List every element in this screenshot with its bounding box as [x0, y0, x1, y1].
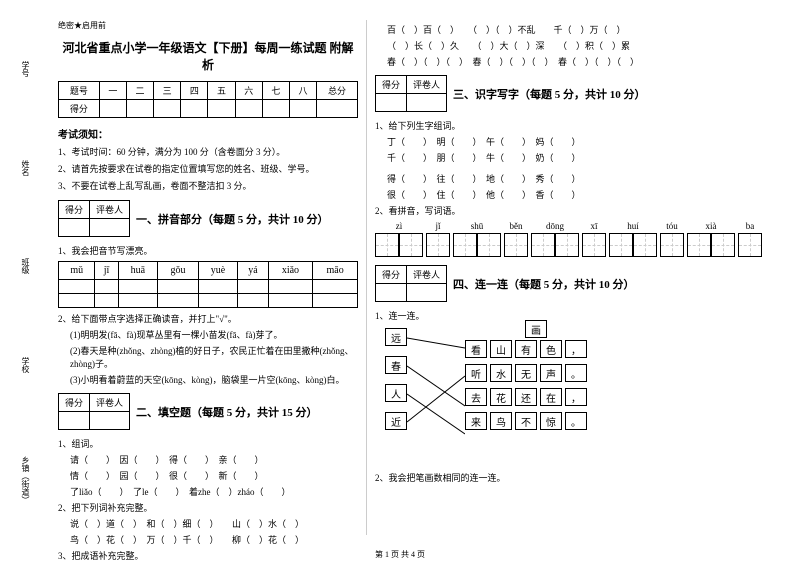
- question-text: 1、我会把音节写漂亮。: [58, 244, 358, 257]
- exam-title: 河北省重点小学一年级语文【下册】每周一练试题 附解析: [58, 39, 358, 73]
- fill-line: 请（ ） 因（ ） 得（ ） 亲（ ）: [58, 453, 358, 466]
- sub-question: (1)明明发(fā、fà)现草丛里有一棵小苗发(fā、fà)芽了。: [58, 328, 358, 341]
- scorer-table: 得分评卷人: [375, 75, 447, 112]
- th: 二: [126, 82, 153, 100]
- binding-sidebar: 学号 姓名 班级 学校 乡镇（街道）: [8, 20, 43, 545]
- fill-line: 很（ ） 住（ ） 他（ ） 香（ ）: [375, 188, 762, 201]
- th: 题号: [59, 82, 100, 100]
- fill-line: （ ）长（ ）久 （ ）大（ ）深 （ ）积（ ）累: [375, 39, 762, 52]
- scorer-table: 得分评卷人: [58, 393, 130, 430]
- center-label: 画: [525, 320, 547, 338]
- th: 五: [208, 82, 235, 100]
- notice-item: 1、考试时间：60 分钟，满分为 100 分（含卷面分 3 分）。: [58, 145, 358, 158]
- sub-question: (2)春天是种(zhǒng、zhòng)植的好日子，农民正忙着在田里撒种(zhǒ…: [58, 344, 358, 370]
- sidebar-label: 乡镇（街道）: [20, 456, 31, 504]
- question-text: 2、看拼音，写词语。: [375, 204, 762, 217]
- right-column: 百（ ）百（ ） （ ）（ ）不乱 千（ ）万（ ） （ ）长（ ）久 （ ）大…: [366, 20, 770, 535]
- match-left: 近: [385, 412, 407, 430]
- sidebar-label: 班级: [20, 258, 31, 274]
- th: 八: [289, 82, 316, 100]
- left-column: 绝密★启用前 河北省重点小学一年级语文【下册】每周一练试题 附解析 题号 一 二…: [50, 20, 366, 535]
- notice-item: 3、不要在试卷上乱写乱画，卷面不整洁扣 3 分。: [58, 179, 358, 192]
- connection-lines-icon: [407, 328, 465, 468]
- pinyin-table: mǔ jī huā gǒu yuè yá xiǎo māo: [58, 261, 358, 308]
- question-text: 1、组词。: [58, 437, 358, 450]
- fill-line: 千（ ） 朋（ ） 牛（ ） 奶（ ）: [375, 151, 762, 164]
- sidebar-label: 学校: [20, 357, 31, 373]
- section-2-title: 二、填空题（每题 5 分，共计 15 分）: [136, 404, 318, 420]
- section-4-title: 四、连一连（每题 5 分，共计 10 分）: [453, 276, 635, 292]
- score-summary-table: 题号 一 二 三 四 五 六 七 八 总分 得分: [58, 81, 358, 118]
- question-text: 1、给下列生字组词。: [375, 119, 762, 132]
- question-text: 2、我会把笔画数相同的连一连。: [375, 471, 762, 484]
- fill-line: 了liǎo（ ） 了le（ ） 着zhe（ ）zháo（ ）: [58, 485, 358, 498]
- fill-line: 百（ ）百（ ） （ ）（ ）不乱 千（ ）万（ ）: [375, 23, 762, 36]
- notice-item: 2、请首先按要求在试卷的指定位置填写您的姓名、班级、学号。: [58, 162, 358, 175]
- fill-line: 春（ ）（ ）（ ） 春（ ）（ ）（ ） 春（ ）（ ）（ ）: [375, 55, 762, 68]
- fill-line: 情（ ） 园（ ） 很（ ） 新（ ）: [58, 469, 358, 482]
- th: 一: [99, 82, 126, 100]
- section-1-title: 一、拼音部分（每题 5 分，共计 10 分）: [136, 211, 329, 227]
- th: 三: [154, 82, 181, 100]
- question-text: 2、把下列词补充完整。: [58, 501, 358, 514]
- match-left: 人: [385, 384, 407, 402]
- question-text: 1、连一连。: [375, 309, 762, 322]
- character-write-grid: zì jǐ shū běn dōng xī huí tóu xià ba: [375, 221, 762, 257]
- notice-heading: 考试须知：: [58, 126, 358, 141]
- th: 总分: [317, 82, 358, 100]
- scorer-table: 得分评卷人: [58, 200, 130, 237]
- confidential-label: 绝密★启用前: [58, 20, 358, 31]
- th: 四: [181, 82, 208, 100]
- fill-line: 丁（ ） 明（ ） 午（ ） 妈（ ）: [375, 135, 762, 148]
- th: 七: [262, 82, 289, 100]
- question-text: 2、给下面带点字选择正确读音，并打上"√"。: [58, 312, 358, 325]
- fill-line: 得（ ） 往（ ） 地（ ） 秀（ ）: [375, 172, 762, 185]
- fill-line: 说（ ）道（ ） 和（ ）细（ ） 山（ ）水（ ）: [58, 517, 358, 530]
- fill-line: 鸟（ ）花（ ） 万（ ）千（ ） 柳（ ）花（ ）: [58, 533, 358, 546]
- sub-question: (3)小明看着蔚蓝的天空(kōng、kòng)，脑袋里一片空(kōng、kòng…: [58, 373, 358, 386]
- td: 得分: [59, 100, 100, 118]
- match-left: 春: [385, 356, 407, 374]
- match-left: 远: [385, 328, 407, 346]
- scorer-table: 得分评卷人: [375, 265, 447, 302]
- section-3-title: 三、识字写字（每题 5 分，共计 10 分）: [453, 86, 646, 102]
- matching-diagram: 画 远 春 人 近 看 山 有 色 ，: [375, 328, 762, 468]
- sidebar-label: 学号: [20, 61, 31, 77]
- page-footer: 第 1 页 共 4 页: [0, 549, 800, 560]
- sidebar-label: 姓名: [20, 160, 31, 176]
- th: 六: [235, 82, 262, 100]
